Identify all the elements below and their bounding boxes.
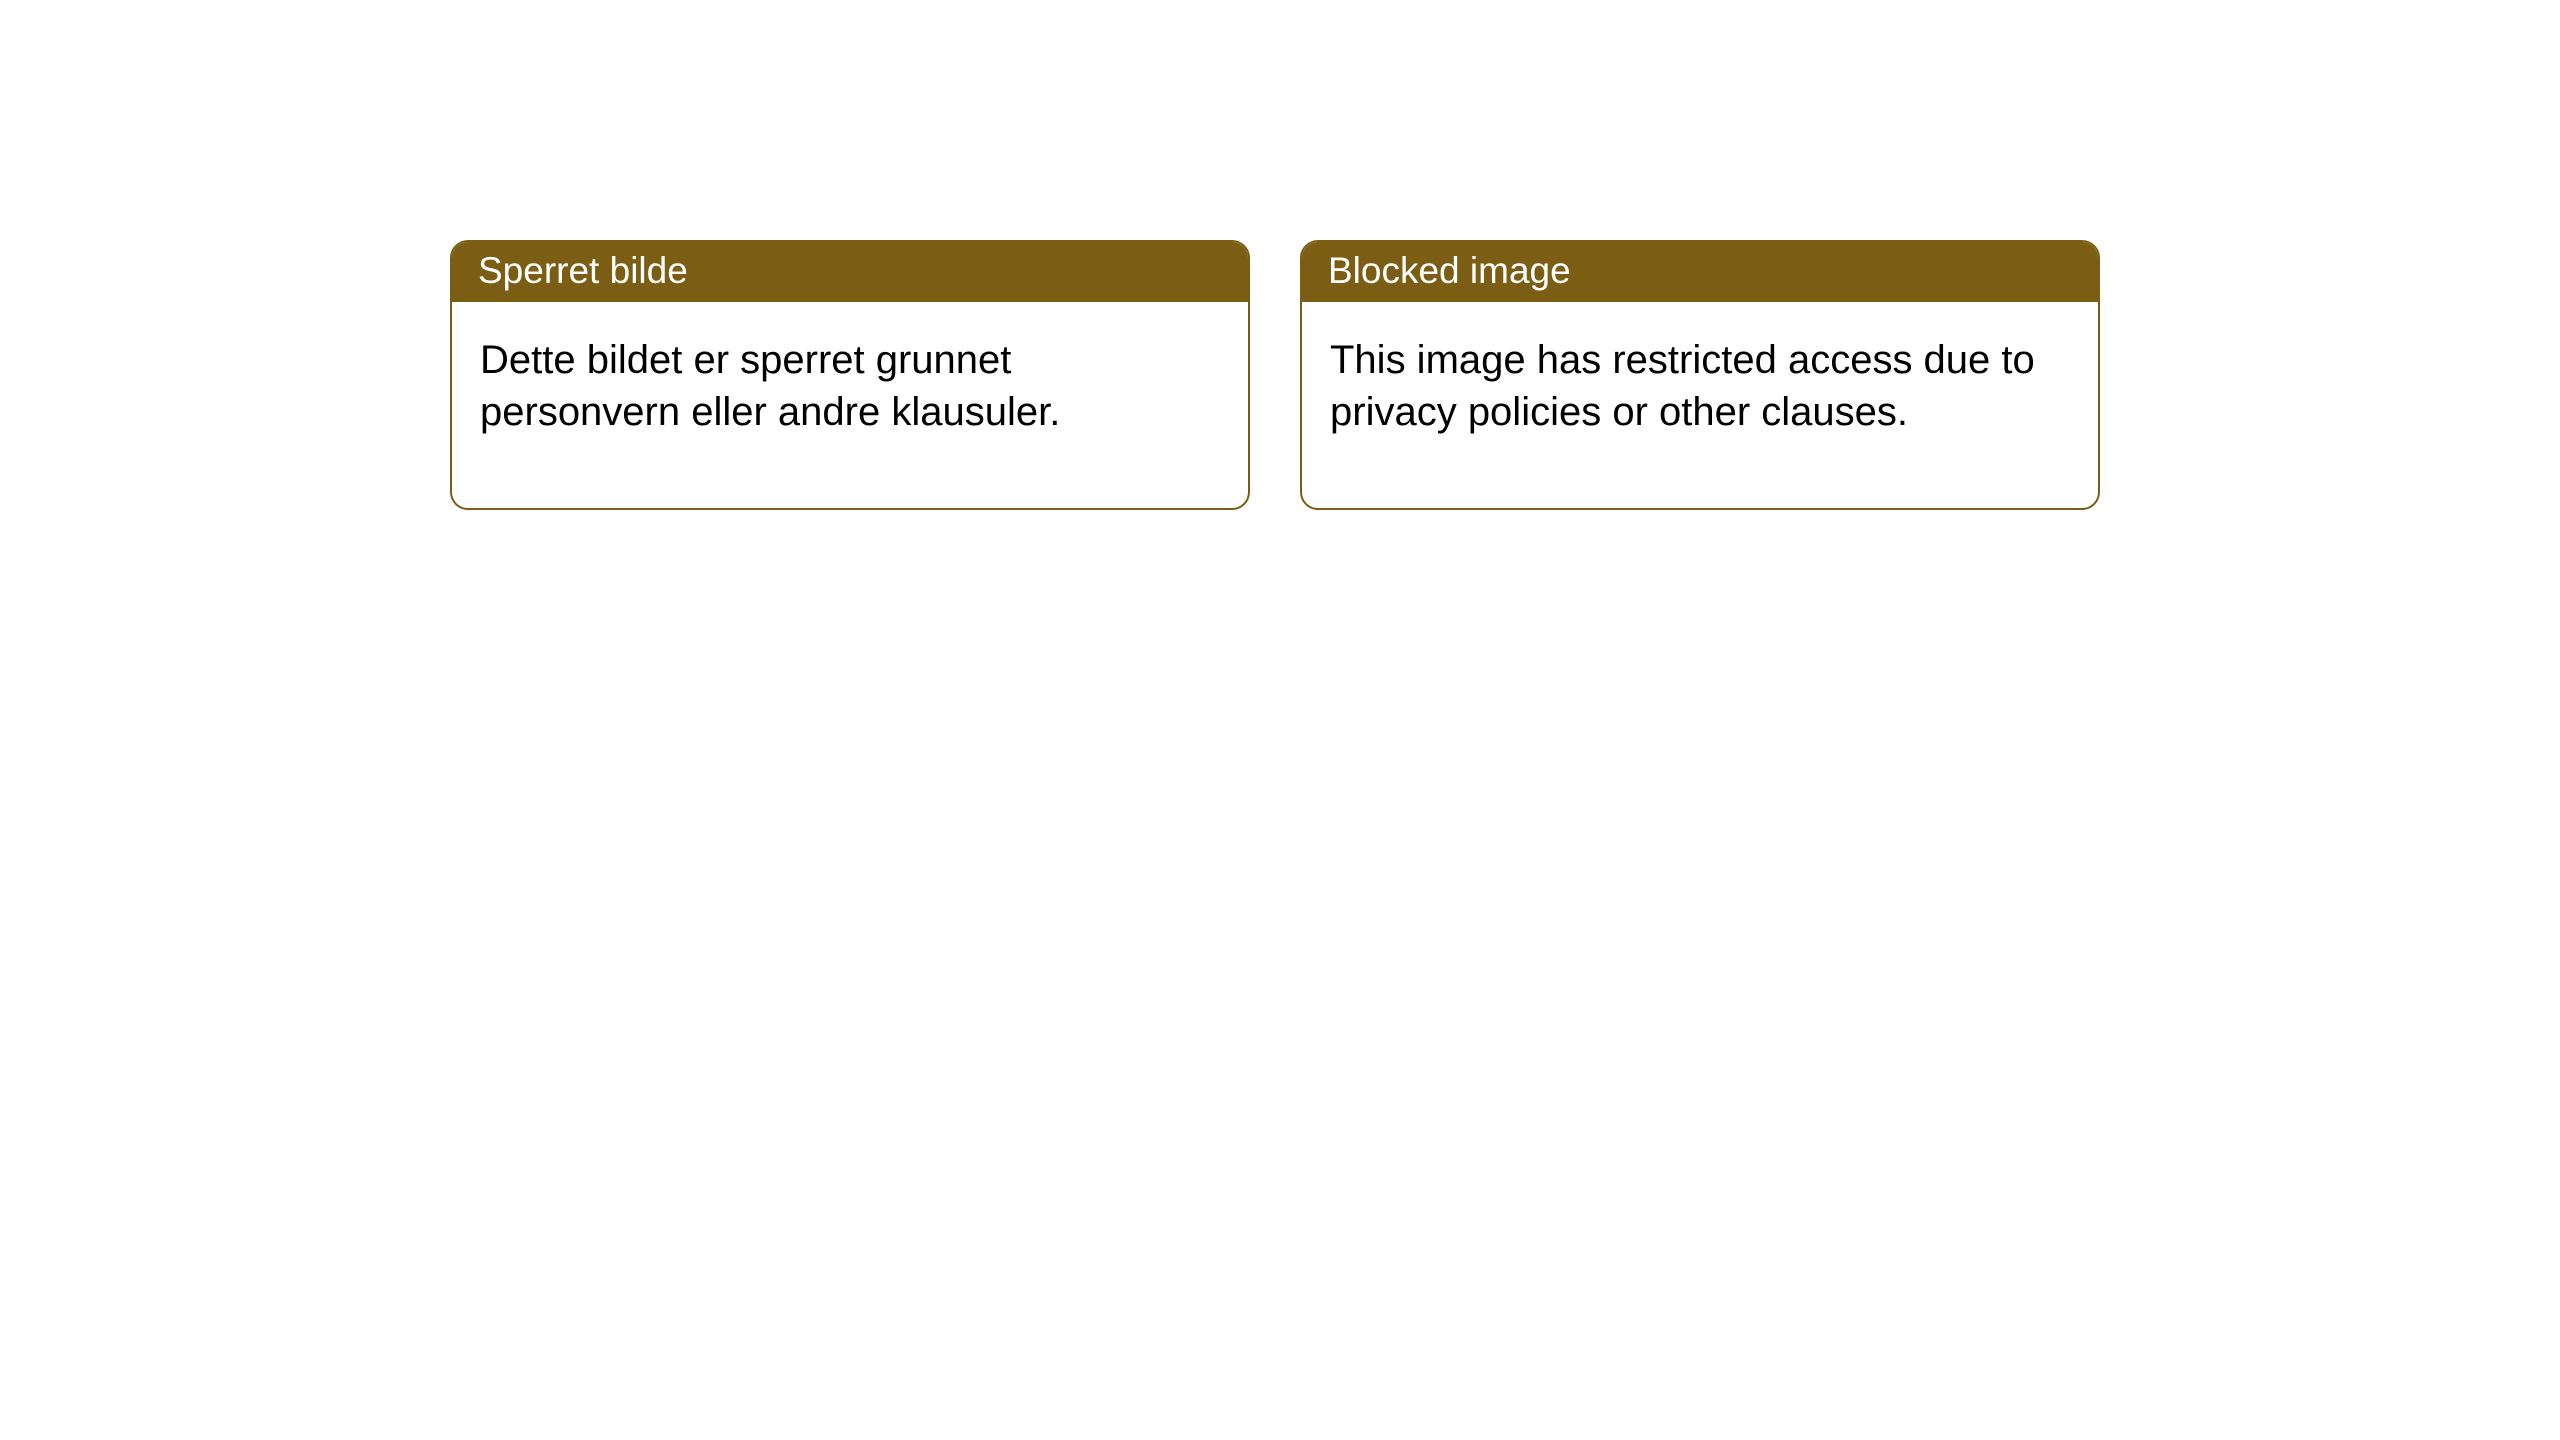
notice-card-english: Blocked image This image has restricted … bbox=[1300, 240, 2100, 510]
notice-card-header: Sperret bilde bbox=[452, 242, 1248, 302]
notice-card-header: Blocked image bbox=[1302, 242, 2098, 302]
notice-container: Sperret bilde Dette bildet er sperret gr… bbox=[450, 240, 2100, 510]
notice-card-body: Dette bildet er sperret grunnet personve… bbox=[452, 302, 1248, 508]
notice-card-norwegian: Sperret bilde Dette bildet er sperret gr… bbox=[450, 240, 1250, 510]
notice-card-body: This image has restricted access due to … bbox=[1302, 302, 2098, 508]
